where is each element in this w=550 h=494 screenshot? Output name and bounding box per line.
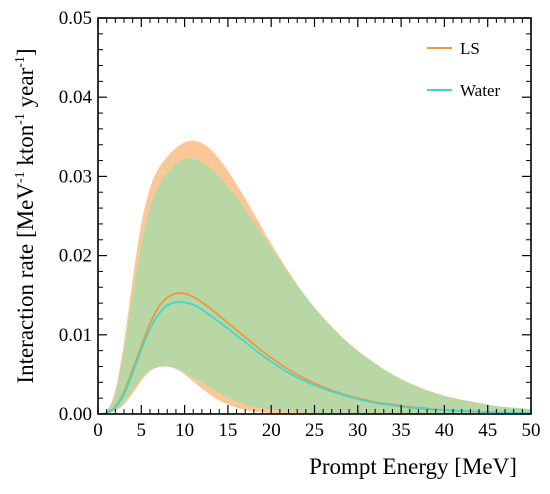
y-label-part: year (13, 67, 38, 113)
y-label-part: kton (13, 124, 38, 171)
y-label-exponent: -1 (13, 113, 28, 125)
y-tick-label: 0.03 (59, 166, 92, 187)
x-tick-label: 30 (348, 420, 367, 441)
y-tick-label: 0.02 (59, 246, 92, 267)
x-tick-label: 25 (305, 420, 324, 441)
x-tick-label: 35 (392, 420, 411, 441)
axis-ticks: 0 5 10 15 20 25 30 35 40 45 50 0.00 0.01 0.02 0.03 0.04… (59, 8, 541, 441)
x-tick-label: 0 (93, 420, 103, 441)
y-axis-label: Interaction rate [MeV-1 kton-1 year-1] (13, 48, 38, 383)
x-tick-label: 10 (175, 420, 194, 441)
x-tick-label: 50 (522, 420, 541, 441)
band-water (98, 158, 531, 414)
legend-label-water: Water (460, 81, 500, 100)
x-axis-label: Prompt Energy [MeV] (309, 454, 517, 479)
y-tick-label: 0.01 (59, 325, 92, 346)
series-line-water (98, 301, 531, 414)
x-tick-label: 20 (262, 420, 281, 441)
y-tick-label: 0.04 (59, 87, 93, 108)
uncertainty-bands (98, 140, 531, 414)
y-label-exponent: -1 (13, 171, 28, 183)
legend-label-ls: LS (460, 39, 480, 58)
x-tick-label: 5 (137, 420, 147, 441)
x-tick-label: 40 (435, 420, 454, 441)
legend: LS Water (427, 39, 500, 100)
y-label-part: Interaction rate [MeV (13, 183, 38, 384)
series-lines (98, 292, 531, 414)
y-tick-label: 0.05 (59, 8, 92, 29)
y-tick-label: 0.00 (59, 404, 92, 425)
y-label-part: ] (13, 48, 38, 56)
x-tick-label: 45 (478, 420, 497, 441)
x-tick-label: 15 (218, 420, 237, 441)
y-label-exponent: -1 (13, 56, 28, 68)
